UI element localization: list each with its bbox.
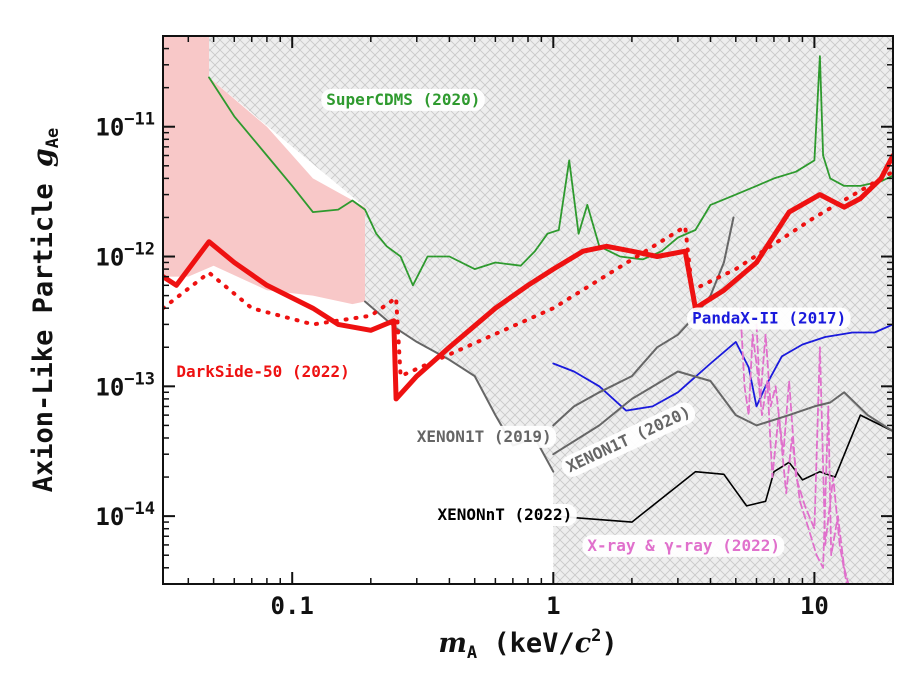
annotation-xenon1t-2019: XENON1T (2019): [411, 425, 557, 448]
series-x-ray-ray-2022-b: [755, 323, 848, 584]
annotation-text: XENONnT (2022): [437, 505, 572, 524]
y-axis-label: Axion-Like Particle gAe: [28, 128, 63, 492]
series-darkside-50-2022: [163, 153, 893, 402]
series-darkside-50-projection: [163, 169, 893, 379]
x-tick-label-10: 10: [800, 592, 829, 620]
annotation-bg: [171, 361, 355, 384]
annotation-text: PandaX-II (2017): [692, 309, 846, 328]
darkside-excluded-region: [163, 36, 365, 305]
y-tick-label: 10−13: [95, 369, 155, 401]
annotation-text: SuperCDMS (2020): [326, 90, 480, 109]
x-axis-label: mA (keV/c2): [438, 626, 617, 663]
annotation-bg: [561, 402, 696, 477]
annotation-pandax-ii-2017: PandaX-II (2017): [687, 307, 851, 330]
series-pandax-ii-2017: [552, 323, 893, 412]
plot-layers: [163, 36, 893, 584]
annotation-bg: [321, 88, 485, 111]
series-supercdms-2020: [208, 55, 893, 287]
annotation-x-ray-ray-2022: X-ray & γ-ray (2022): [582, 534, 785, 557]
annotation-darkside-50-2022: DarkSide-50 (2022): [171, 361, 355, 384]
y-tick-label: 10−14: [95, 499, 155, 531]
y-tick-label: 10−11: [95, 110, 155, 142]
annotation-text: X-ray & γ-ray (2022): [587, 536, 780, 555]
annotation-xenonnt-2022: XENONnT (2022): [432, 504, 577, 527]
x-tick-label-1: 1: [546, 592, 560, 620]
y-tick-label: 10−12: [95, 240, 155, 272]
x-tick-label-0-1: 0.1: [271, 592, 314, 620]
series-xenon1t-2020: [552, 370, 893, 456]
series-x-ray-ray-2022: [739, 307, 850, 584]
annotation-bg: [687, 307, 851, 330]
annotation-bg: [582, 534, 785, 557]
annotation-bg: [432, 504, 577, 527]
annotation-text: XENON1T (2019): [417, 427, 552, 446]
annotation-bg: [411, 425, 557, 448]
axis-ticks: 0.1 1 10 10−14 10−13 10−12 10−11: [95, 35, 894, 620]
series-xenonnt-2022: [552, 414, 893, 523]
annotation-supercdms-2020: SuperCDMS (2020): [321, 88, 485, 111]
annotation-text: DarkSide-50 (2022): [176, 362, 349, 381]
